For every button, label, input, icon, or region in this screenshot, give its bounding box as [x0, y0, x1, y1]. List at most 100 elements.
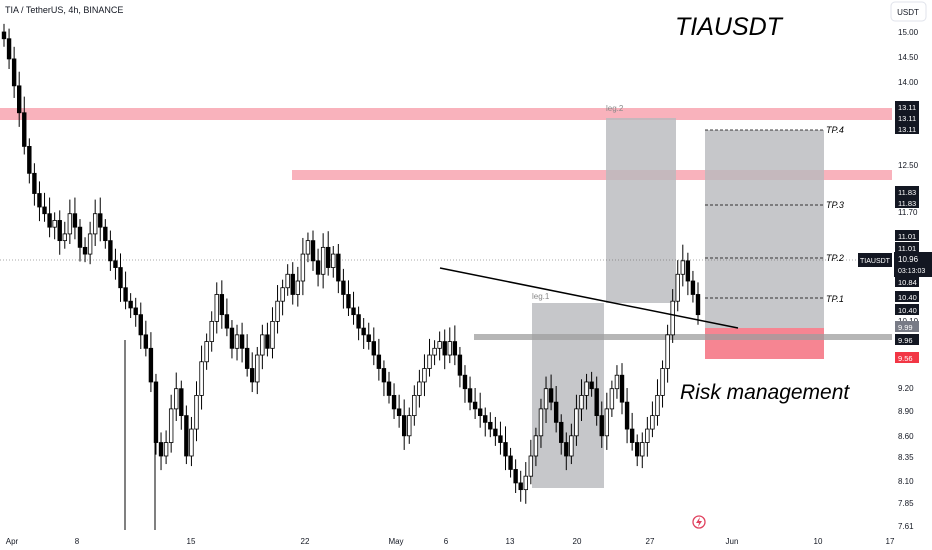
- candle-body: [82, 246, 88, 255]
- price-label-box: [895, 101, 919, 112]
- symbol-tag-text: TIAUSDT: [860, 258, 891, 265]
- price-label-text: 10.40: [898, 306, 917, 315]
- overlay-layer: [439, 267, 739, 329]
- candle-body: [543, 388, 549, 410]
- price-label-text: 13.11: [898, 114, 916, 123]
- time-tick: 22: [301, 537, 310, 546]
- price-label-box: [895, 334, 919, 345]
- time-tick: 17: [886, 537, 895, 546]
- candle-body: [579, 395, 584, 410]
- candle-body: [665, 334, 670, 369]
- leg2-label: leg.2: [606, 104, 624, 113]
- tp3-label: TP.3: [826, 200, 844, 210]
- candle-body: [594, 388, 599, 417]
- price-tick: 15.00: [898, 28, 919, 37]
- candle-body: [62, 233, 67, 242]
- candle-body: [432, 347, 437, 356]
- candle-body: [422, 368, 427, 383]
- candle-body: [158, 442, 164, 457]
- candle-body: [341, 280, 346, 295]
- tp1-label: TP.1: [826, 294, 844, 304]
- candle-body: [680, 260, 686, 275]
- price-tick: 8.90: [898, 407, 914, 416]
- candle-body: [401, 415, 407, 437]
- candle-body: [133, 307, 138, 316]
- candle-body: [87, 233, 93, 255]
- candle-body: [599, 415, 604, 437]
- candle-body: [528, 455, 534, 477]
- tp4-label: TP.4: [826, 125, 844, 135]
- candle-body: [295, 280, 301, 295]
- candle-body: [660, 368, 665, 396]
- resistance-zone-upper: [0, 108, 892, 120]
- price-tick: 9.20: [898, 384, 914, 393]
- candle-body: [310, 240, 316, 262]
- time-tick: 6: [444, 537, 449, 546]
- lightning-icon[interactable]: [692, 515, 706, 529]
- candle-body: [37, 193, 42, 208]
- candle-body: [574, 408, 579, 437]
- candle-body: [52, 220, 57, 228]
- candle-body: [255, 354, 260, 383]
- leg1-box: [532, 303, 604, 488]
- candle-body: [148, 347, 154, 383]
- candle-body: [635, 442, 640, 457]
- candle-body: [381, 368, 387, 383]
- candle-body: [250, 368, 255, 383]
- candle-body: [123, 287, 128, 302]
- risk-management-label: Risk management: [680, 381, 850, 404]
- candle-body: [559, 421, 564, 443]
- candle-body: [604, 408, 610, 437]
- price-label-text: 10.40: [898, 293, 917, 302]
- candle-body: [92, 213, 98, 235]
- candle-body: [331, 253, 336, 268]
- candle-body: [11, 58, 17, 87]
- candle-body: [72, 213, 78, 228]
- time-axis[interactable]: Apr 8 15 22 May 6 13 20 27 Jun 10 17: [6, 537, 895, 546]
- candle-body: [523, 475, 528, 491]
- descending-trendline: [439, 267, 739, 329]
- candle-body: [498, 435, 503, 443]
- candle-body: [462, 374, 468, 390]
- candle-body: [629, 428, 635, 443]
- candle-body: [670, 300, 675, 336]
- resistance-zone-lower: [292, 170, 892, 180]
- candle-body: [584, 381, 589, 396]
- price-label-box: [895, 276, 919, 287]
- candle-body: [493, 428, 498, 437]
- candle-body: [483, 415, 488, 423]
- candle-body: [67, 213, 73, 235]
- symbol-tag: [858, 253, 892, 267]
- candle-body: [209, 320, 214, 342]
- candle-body: [42, 206, 47, 215]
- price-label-box: [895, 197, 919, 208]
- candle-body: [609, 388, 615, 410]
- candle-body: [47, 213, 52, 228]
- current-price-tag: [894, 252, 932, 277]
- candle-body: [163, 442, 169, 457]
- candle-body: [427, 354, 432, 369]
- price-label-text: 11.83: [898, 199, 916, 208]
- price-label-box: [895, 352, 919, 363]
- candle-body: [77, 226, 83, 248]
- candle-body: [168, 408, 174, 443]
- price-label-box: [895, 242, 919, 253]
- candle-body: [695, 294, 701, 316]
- currency-button[interactable]: [890, 1, 927, 22]
- price-label-box: [895, 230, 919, 241]
- candle-body: [442, 341, 447, 356]
- candle-body: [270, 320, 275, 349]
- price-label-box: [895, 186, 919, 197]
- candle-body: [219, 294, 225, 316]
- candle-body: [184, 415, 189, 457]
- candle-body: [229, 327, 235, 349]
- candle-body: [336, 253, 341, 282]
- price-label-box: [895, 291, 919, 302]
- candle-body: [391, 395, 397, 410]
- candle-body: [1, 31, 7, 40]
- candle-body: [467, 388, 473, 403]
- candle-body: [685, 260, 691, 282]
- candle-body: [447, 341, 452, 356]
- candle-body: [346, 294, 351, 309]
